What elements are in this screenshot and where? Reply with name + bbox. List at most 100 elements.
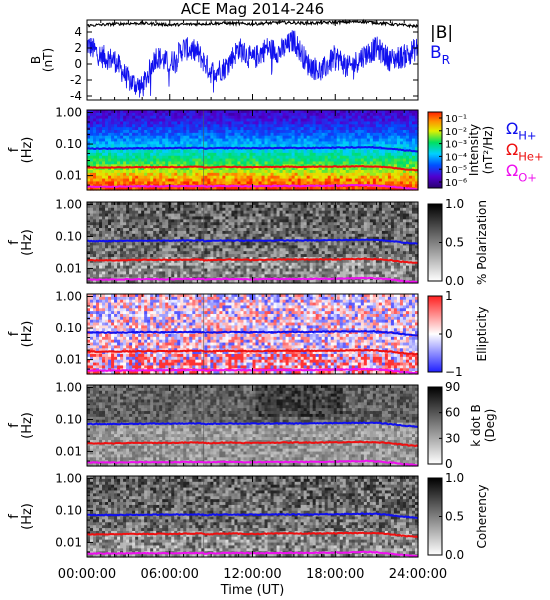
spectrogram-cell — [312, 152, 317, 157]
spectrogram-cell — [162, 150, 166, 154]
spectrogram-cell — [414, 161, 419, 165]
spectrogram-cell — [336, 130, 341, 134]
spectrogram-cell — [375, 181, 380, 185]
spectrogram-cell — [174, 187, 178, 191]
spectrogram-cell — [357, 187, 362, 191]
spectrogram-cell — [339, 187, 344, 191]
spectrogram-cell — [102, 259, 106, 264]
spectrogram-cell — [285, 118, 290, 123]
spectrogram-cell — [96, 152, 100, 157]
spectrogram-cell — [108, 245, 112, 249]
spectrogram-cell — [342, 115, 347, 120]
spectrogram-cell — [351, 175, 356, 180]
spectrogram-cell — [297, 155, 302, 160]
spectrogram-cell — [243, 141, 248, 145]
spectrogram-cell — [270, 112, 275, 117]
spectrogram-cell — [375, 167, 380, 171]
spectrogram-cell — [120, 144, 124, 148]
spectrogram-cell — [315, 132, 320, 137]
spectrogram-cell — [150, 121, 154, 125]
spectrogram-cell — [198, 150, 202, 154]
spectrogram-cell — [237, 127, 242, 131]
spectrogram-cell — [303, 130, 308, 134]
spectrogram-cell — [132, 124, 136, 128]
spectrogram-cell — [384, 172, 389, 177]
spectrogram-cell — [357, 167, 362, 171]
spectrogram-cell — [120, 118, 124, 123]
spectrogram-cell — [129, 172, 133, 177]
spectrogram-cell — [192, 132, 196, 137]
spectrogram-cell — [357, 150, 362, 154]
spectrogram-cell — [156, 138, 160, 143]
spectrogram-cell — [405, 175, 410, 180]
spectrogram-cell — [123, 121, 127, 125]
spectrogram-cell — [315, 144, 320, 148]
spectrogram-cell — [279, 141, 284, 145]
spectrogram-cell — [246, 130, 251, 134]
spectrogram-cell — [399, 124, 404, 128]
spectrogram-cell — [360, 181, 365, 185]
spectrogram-cell — [102, 170, 106, 174]
spectrogram-cell — [333, 155, 338, 160]
spectrogram-cell — [402, 158, 407, 163]
spectrogram-cell — [366, 135, 371, 140]
spectrogram-cell — [156, 158, 160, 163]
spectrogram-cell — [171, 124, 175, 128]
spectrogram-cell — [156, 132, 160, 137]
spectrogram-cell — [87, 271, 91, 275]
spectrogram-cell — [369, 175, 374, 180]
spectrogram-cell — [96, 207, 100, 212]
spectrogram-cell — [405, 144, 410, 148]
spectrogram-cell — [414, 115, 419, 120]
spectrogram-cell — [264, 167, 269, 171]
spectrogram-cell — [231, 130, 236, 134]
spectrogram-cell — [168, 130, 172, 134]
spectrogram-cell — [231, 181, 236, 185]
spectrogram-cell — [393, 138, 398, 143]
spectrogram-cell — [243, 127, 248, 131]
spectrogram-cell — [402, 155, 407, 160]
spectrogram-cell — [357, 144, 362, 148]
spectrogram-cell — [348, 167, 353, 171]
spectrogram-cell — [117, 158, 121, 163]
spectrogram-cell — [243, 110, 248, 114]
spectrogram-cell — [93, 187, 97, 191]
spectrogram-cell — [321, 144, 326, 148]
spectrogram-cell — [339, 161, 344, 165]
spectrogram-cell — [180, 150, 184, 154]
spectrogram-cell — [87, 170, 91, 174]
spectrogram-cell — [345, 127, 350, 131]
spectrogram-cell — [366, 158, 371, 163]
spectrogram-cell — [288, 147, 293, 151]
spectrogram-cell — [168, 152, 172, 157]
spectrogram-cell — [111, 228, 115, 232]
spectrogram-cell — [351, 141, 356, 145]
spectrogram-cell — [372, 110, 377, 114]
spectrogram-cell — [174, 170, 178, 174]
spectrogram-cell — [330, 161, 335, 165]
spectrogram-cell — [396, 172, 401, 177]
spectrogram-cell — [411, 170, 416, 174]
spectrogram-cell — [315, 130, 320, 134]
spectrogram-cell — [165, 121, 169, 125]
spectrogram-cell — [237, 181, 242, 185]
spectrogram-cell — [297, 187, 302, 191]
spectrogram-polarization — [87, 202, 419, 284]
spectrogram-cell — [333, 175, 338, 180]
spectrogram-cell — [384, 181, 389, 185]
spectrogram-cell — [204, 152, 208, 157]
spectrogram-cell — [93, 274, 97, 278]
spectrogram-cell — [144, 167, 148, 171]
spectrogram-cell — [183, 141, 187, 145]
spectrogram-cell — [114, 172, 118, 177]
spectrogram-cell — [372, 187, 377, 191]
spectrogram-cell — [219, 132, 224, 137]
spectrogram-cell — [285, 144, 290, 148]
spectrogram-cell — [87, 236, 91, 241]
spectrogram-cell — [321, 178, 326, 183]
spectrogram-cell — [261, 132, 266, 137]
spectrogram-cell — [327, 172, 332, 177]
spectrogram-cell — [171, 158, 175, 163]
spectrogram-cell — [93, 213, 97, 218]
